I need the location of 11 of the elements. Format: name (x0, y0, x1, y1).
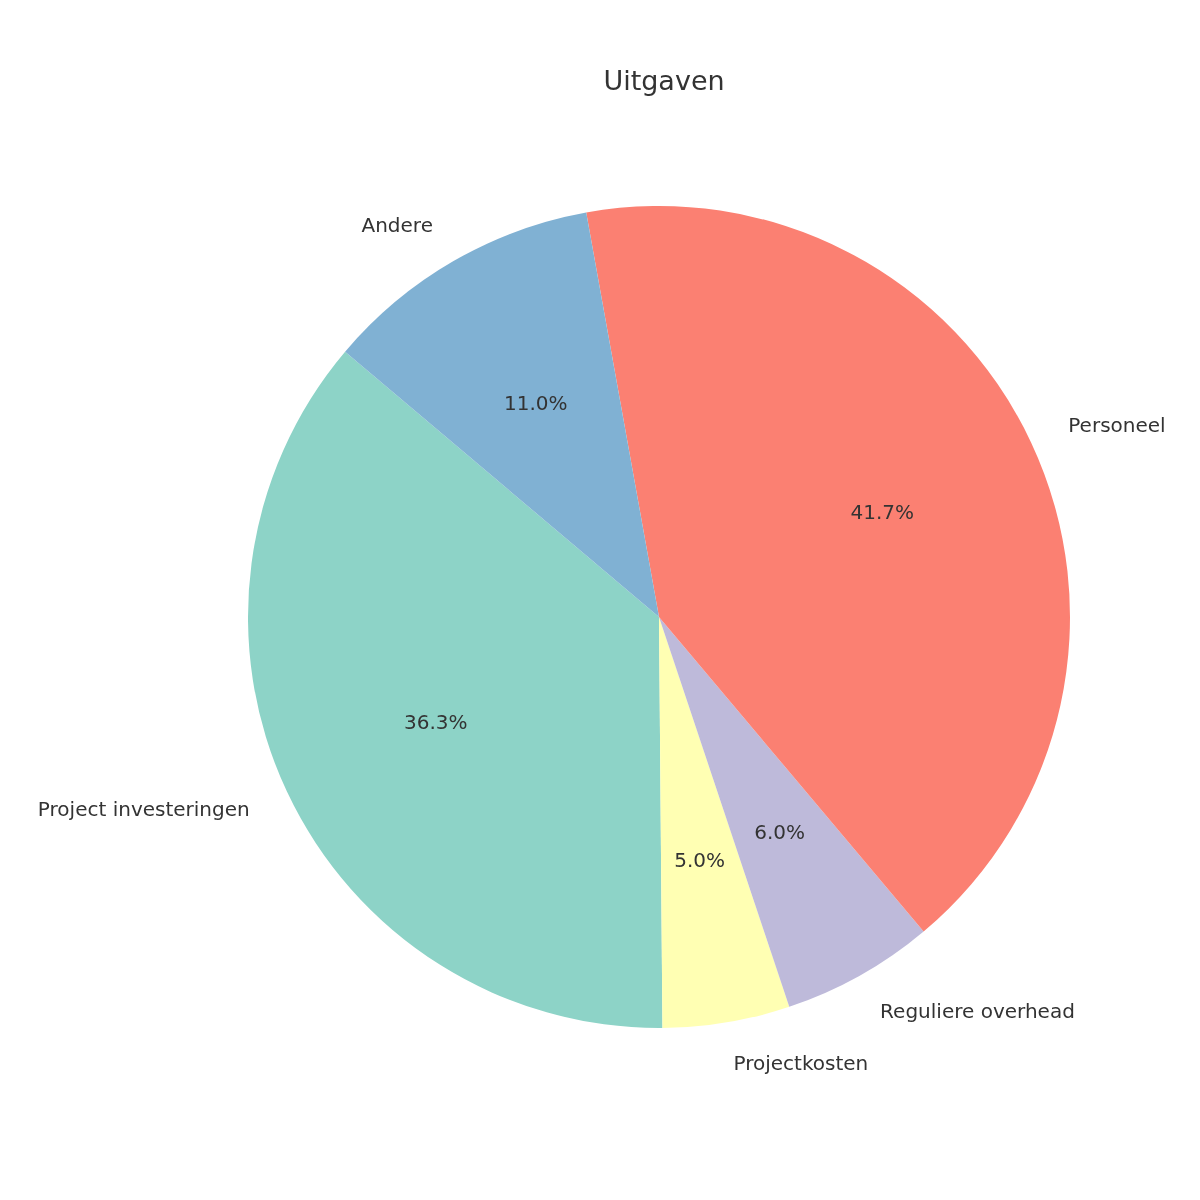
chart-title: Uitgaven (603, 65, 725, 96)
data-label: 36.3% (403, 709, 468, 734)
slice-label: Project investeringen (37, 797, 250, 822)
slice-label: Reguliere overhead (880, 999, 1075, 1024)
slice-label: Andere (361, 213, 433, 238)
slice-label: Personeel (1068, 412, 1166, 437)
data-label: 11.0% (503, 391, 568, 416)
data-label: 5.0% (674, 848, 726, 873)
slice-label: Projectkosten (733, 1050, 869, 1075)
data-label: 41.7% (850, 500, 915, 525)
data-label: 6.0% (754, 820, 806, 845)
